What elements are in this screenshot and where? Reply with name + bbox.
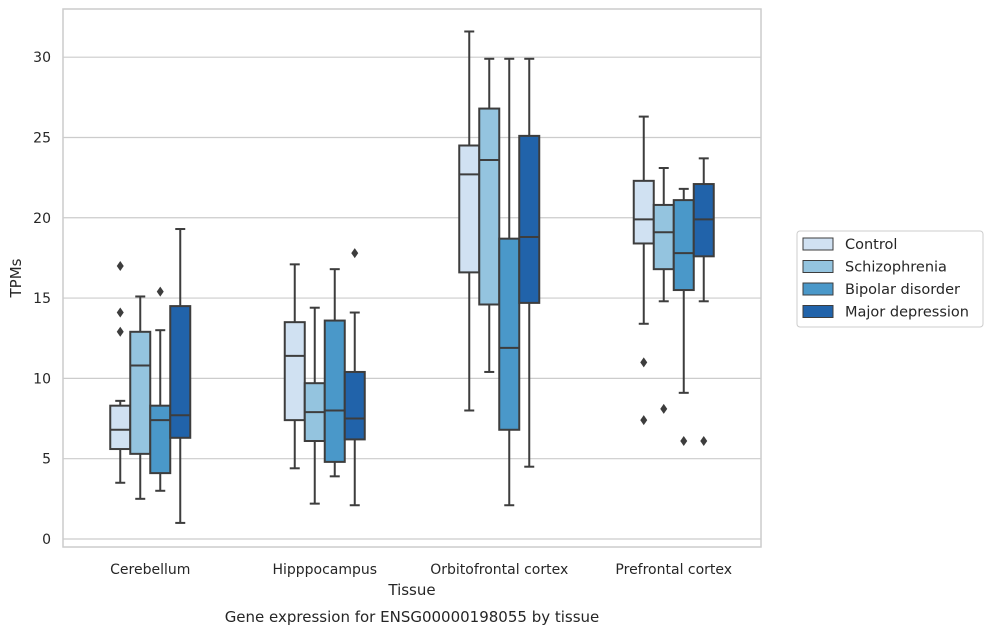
x-axis-label: Tissue (387, 581, 435, 599)
legend-label: Major depression (845, 305, 969, 321)
y-tick-label: 5 (42, 452, 51, 468)
box (343, 248, 366, 507)
legend-swatch (802, 305, 834, 318)
box-body (672, 199, 695, 292)
box-body (632, 179, 655, 245)
y-tick-label: 10 (33, 371, 51, 387)
y-tick-label: 15 (33, 291, 51, 307)
box-body (169, 305, 192, 439)
box-body (283, 321, 306, 422)
outlier-point (640, 415, 648, 426)
legend-swatch (802, 282, 834, 296)
outlier-point (680, 436, 688, 447)
legend-frame (796, 230, 984, 328)
legend-label: Control (845, 237, 897, 253)
legend-label: Schizophrenia (845, 260, 947, 276)
box (149, 286, 172, 492)
outlier-point (660, 403, 668, 414)
box-body (478, 107, 501, 306)
outlier-point (156, 286, 164, 297)
legend-swatch (802, 260, 834, 273)
outlier-point (700, 436, 708, 447)
box-body (518, 134, 541, 304)
boxes (109, 30, 715, 524)
y-tick-label: 20 (33, 211, 51, 227)
box (303, 306, 326, 505)
box-body (129, 330, 152, 455)
chart-caption: Gene expression for ENSG00000198055 by t… (225, 608, 600, 626)
box (478, 57, 501, 373)
y-tick-label: 25 (33, 130, 51, 146)
x-tick-labels: Cerebellum Hipppocampus Orbitofrontal cort… (110, 562, 732, 578)
box (283, 263, 306, 470)
box-body (652, 203, 675, 271)
legend: Control Schizophrenia Bipolar disorder Majo… (796, 230, 984, 328)
box (518, 57, 541, 468)
x-tick-label: Hipppocampus (272, 562, 377, 578)
box-body (109, 404, 132, 451)
x-tick-label: Orbitofrontal cortex (430, 562, 568, 578)
legend-label: Bipolar disorder (845, 282, 960, 298)
box-body (498, 237, 521, 431)
box-body (149, 404, 172, 475)
box-body (323, 319, 346, 463)
box-body (343, 370, 366, 441)
box-body (458, 144, 481, 274)
x-tick-label: Prefrontal cortex (615, 562, 732, 578)
outlier-point (116, 260, 124, 271)
outlier-point (116, 326, 124, 337)
box (169, 228, 192, 524)
legend-swatch (802, 237, 834, 251)
y-tick-labels: 0 5 10 15 20 25 30 (33, 50, 51, 548)
outlier-point (351, 248, 359, 259)
x-tick-label: Cerebellum (110, 562, 190, 578)
box (129, 295, 152, 500)
box (632, 115, 655, 426)
y-axis-label: TPMs (7, 258, 25, 298)
box (692, 157, 715, 447)
y-tick-label: 30 (33, 50, 51, 66)
outlier-point (640, 357, 648, 368)
outlier-point (116, 307, 124, 318)
box (458, 30, 481, 412)
box (672, 187, 695, 447)
box (498, 57, 521, 507)
y-tick-label: 0 (42, 532, 51, 548)
